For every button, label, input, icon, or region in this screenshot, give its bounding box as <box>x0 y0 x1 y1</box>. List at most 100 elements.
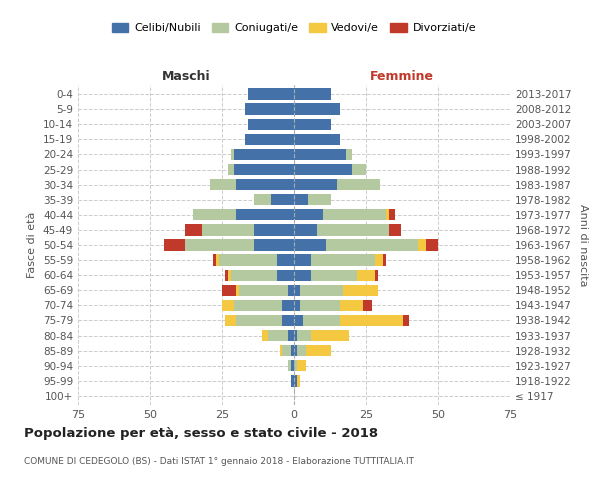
Bar <box>216 254 219 266</box>
Bar <box>294 330 297 341</box>
Bar <box>337 179 380 190</box>
Bar <box>214 254 216 266</box>
Text: COMUNE DI CEDEGOLO (BS) - Dati ISTAT 1° gennaio 2018 - Elaborazione TUTTITALIA.I: COMUNE DI CEDEGOLO (BS) - Dati ISTAT 1° … <box>24 458 414 466</box>
Bar <box>363 300 372 311</box>
Bar <box>294 240 326 250</box>
Bar <box>262 330 268 341</box>
Bar <box>222 284 236 296</box>
Bar <box>164 240 185 250</box>
Bar <box>185 224 202 235</box>
Bar <box>305 345 331 356</box>
Bar <box>311 270 358 281</box>
Bar <box>389 224 401 235</box>
Bar <box>228 164 233 175</box>
Bar <box>288 360 291 372</box>
Bar <box>294 149 346 160</box>
Bar <box>245 134 294 145</box>
Bar <box>245 104 294 115</box>
Bar <box>233 164 294 175</box>
Text: Maschi: Maschi <box>161 70 211 84</box>
Bar <box>254 194 271 205</box>
Bar <box>294 104 340 115</box>
Bar <box>202 224 254 235</box>
Y-axis label: Anni di nascita: Anni di nascita <box>578 204 588 286</box>
Bar <box>300 300 340 311</box>
Y-axis label: Fasce di età: Fasce di età <box>28 212 37 278</box>
Bar <box>233 300 283 311</box>
Bar <box>268 330 288 341</box>
Bar <box>403 315 409 326</box>
Bar <box>225 315 236 326</box>
Bar <box>225 270 228 281</box>
Bar <box>389 209 395 220</box>
Bar <box>254 240 294 250</box>
Bar <box>317 224 389 235</box>
Bar <box>291 360 294 372</box>
Bar <box>300 284 343 296</box>
Bar <box>294 345 297 356</box>
Bar <box>185 240 254 250</box>
Bar <box>297 345 305 356</box>
Bar <box>254 224 294 235</box>
Bar <box>271 194 294 205</box>
Bar <box>374 254 383 266</box>
Bar <box>193 209 236 220</box>
Bar <box>228 270 230 281</box>
Bar <box>297 360 305 372</box>
Bar <box>283 345 291 356</box>
Bar <box>277 270 294 281</box>
Bar <box>294 164 352 175</box>
Bar <box>233 149 294 160</box>
Bar <box>294 300 300 311</box>
Bar <box>374 270 377 281</box>
Bar <box>291 345 294 356</box>
Bar <box>283 300 294 311</box>
Bar <box>294 315 302 326</box>
Bar <box>297 330 311 341</box>
Bar <box>219 254 277 266</box>
Bar <box>311 254 374 266</box>
Bar <box>358 270 374 281</box>
Text: Popolazione per età, sesso e stato civile - 2018: Popolazione per età, sesso e stato civil… <box>24 428 378 440</box>
Bar <box>294 375 297 386</box>
Bar <box>236 284 239 296</box>
Bar <box>248 88 294 100</box>
Bar <box>418 240 427 250</box>
Bar <box>248 118 294 130</box>
Bar <box>294 134 340 145</box>
Bar <box>302 315 340 326</box>
Bar <box>383 254 386 266</box>
Bar <box>294 284 300 296</box>
Bar <box>340 300 363 311</box>
Bar <box>346 149 352 160</box>
Bar <box>340 315 403 326</box>
Bar <box>211 179 236 190</box>
Bar <box>308 194 331 205</box>
Bar <box>326 240 418 250</box>
Bar <box>427 240 438 250</box>
Bar <box>230 149 233 160</box>
Bar <box>352 164 366 175</box>
Text: Femmine: Femmine <box>370 70 434 84</box>
Bar <box>294 88 331 100</box>
Bar <box>283 315 294 326</box>
Bar <box>294 179 337 190</box>
Bar <box>222 300 233 311</box>
Legend: Celibi/Nubili, Coniugati/e, Vedovi/e, Divorziati/e: Celibi/Nubili, Coniugati/e, Vedovi/e, Di… <box>107 18 481 38</box>
Bar <box>236 209 294 220</box>
Bar <box>236 179 294 190</box>
Bar <box>323 209 386 220</box>
Bar <box>230 270 277 281</box>
Bar <box>280 345 283 356</box>
Bar <box>294 270 311 281</box>
Bar <box>294 194 308 205</box>
Bar <box>294 224 317 235</box>
Bar <box>239 284 288 296</box>
Bar <box>291 375 294 386</box>
Bar <box>297 375 300 386</box>
Bar <box>311 330 349 341</box>
Bar <box>294 360 297 372</box>
Bar <box>386 209 389 220</box>
Bar <box>294 209 323 220</box>
Bar <box>294 118 331 130</box>
